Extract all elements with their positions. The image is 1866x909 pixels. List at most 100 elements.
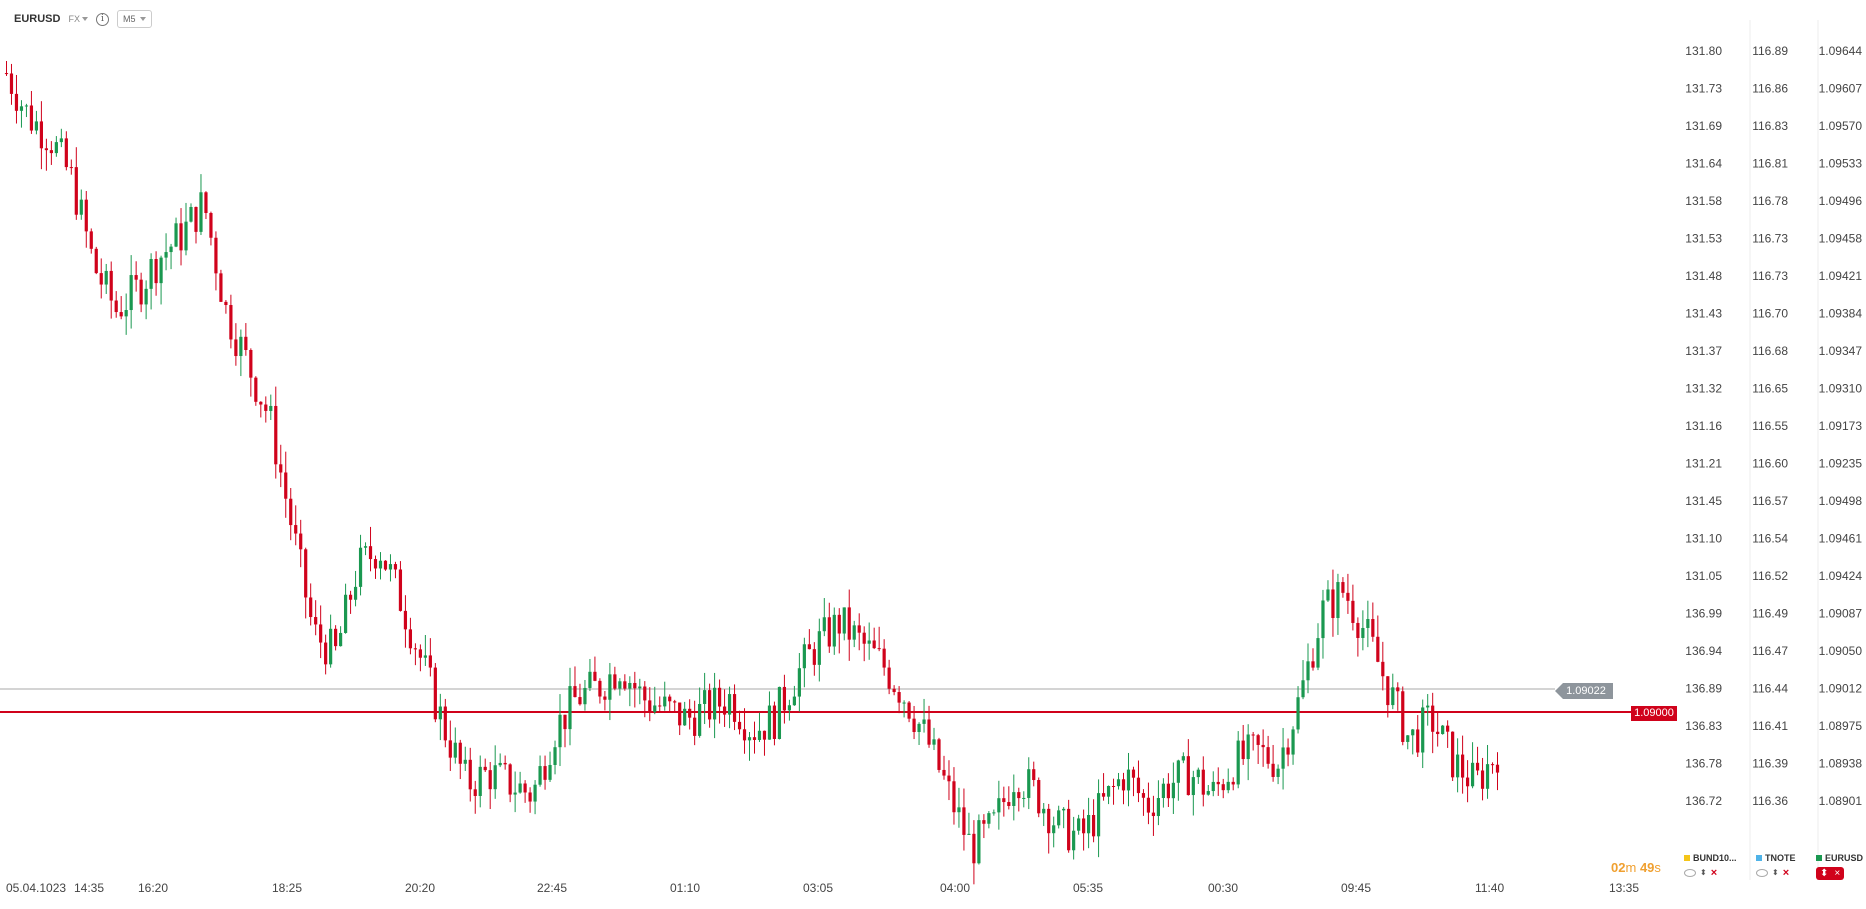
axis-tick-label: 131.21 [1685,457,1722,471]
candle-up [568,686,572,730]
candle-down [952,781,956,813]
candle-up [638,686,642,689]
candle-up [967,833,971,835]
axis-tick-label: 1.08938 [1819,757,1863,771]
axis-tick-label: 1.09050 [1819,644,1863,658]
candle-down [1091,814,1096,837]
candle-up [1057,810,1061,826]
axis-tick-label: 1.09461 [1819,532,1863,546]
candle-up [129,275,133,311]
candle-down [1067,808,1071,851]
info-icon[interactable]: i [95,12,109,26]
symbol-name[interactable]: EURUSD [14,13,61,25]
candle-down [742,729,747,741]
candle-up [1077,818,1081,831]
candle-up [1161,783,1165,799]
candle-down [633,682,637,689]
axis-tick-label: 116.65 [1752,382,1788,396]
axis-tick-label: 116.57 [1752,494,1788,508]
candle-down [114,300,118,313]
close-icon[interactable]: × [1710,867,1718,879]
candle-up [1366,619,1370,628]
candle-down [1461,754,1465,778]
close-icon[interactable]: × [1782,867,1790,879]
candle-down [418,649,422,658]
axis-tick-label: 131.43 [1685,307,1722,321]
candle-up [777,686,782,739]
market-selector[interactable]: FX [68,14,88,24]
candle-up [1296,697,1300,730]
candle-up [1281,747,1285,769]
candle-down [224,301,228,306]
axis-tick-label: 136.99 [1685,607,1722,621]
timeframe-selector[interactable]: M5 [116,10,153,28]
candle-down [443,706,447,741]
candle-down [448,740,452,758]
candle-down [319,624,323,643]
candle-down [772,705,777,739]
legend-bund: BUND10... ⬍ × [1684,853,1737,879]
candle-down [678,702,682,726]
candle-down [812,649,816,665]
candle-up [1406,735,1410,742]
candle-down [89,231,93,249]
candle-down [9,73,14,94]
candle-up [608,674,612,700]
axis-tick-label: 1.09087 [1819,607,1863,621]
candle-up [1226,781,1230,791]
candle-up [867,640,871,644]
chevron-down-icon [140,17,147,21]
candle-up [802,644,806,669]
candle-up [792,696,796,706]
candle-up [757,730,762,740]
axis-tick-label: 116.60 [1752,457,1788,471]
candle-up [1316,638,1320,668]
axis-tick-label: 1.09607 [1819,82,1863,96]
candle-up [787,705,791,711]
active-series-controls[interactable]: ⬍ × [1816,867,1845,880]
candle-down [623,681,627,689]
candle-up [498,762,502,766]
candle-up [902,702,906,704]
candle-down [99,273,103,285]
candle-down [49,150,53,154]
candle-down [897,692,901,703]
candle-down [458,742,462,764]
candle-down [717,687,722,707]
candle-up [1470,762,1475,787]
reorder-icon[interactable]: ⬍ [1820,868,1829,879]
candle-down [1446,725,1450,732]
candle-up [1027,769,1031,798]
candle-up [932,739,936,745]
candle-down [488,770,492,790]
close-icon[interactable]: × [1834,868,1841,879]
candle-down [299,533,303,550]
candle-down [289,498,293,526]
candle-down [673,701,677,703]
level-price-tag[interactable]: 1.09000 [1631,706,1677,721]
candle-up [1326,589,1330,601]
eye-icon[interactable] [1684,869,1696,877]
candle-down [1331,589,1335,619]
candle-down [872,640,876,649]
candle-up [239,336,243,357]
axis-tick-label: 1.09498 [1819,494,1863,508]
axis-tick-label: 116.83 [1752,119,1788,133]
eye-icon[interactable] [1756,869,1768,877]
candle-up [124,310,128,317]
candle-down [732,694,737,722]
axis-tick-label: 131.48 [1685,269,1722,283]
axis-tick-label: 1.09012 [1819,682,1863,696]
axis-tick-label: 1.09310 [1819,382,1863,396]
candle-down [348,594,353,600]
candle-down [1241,740,1245,760]
candle-down [1256,735,1260,745]
reorder-icon[interactable]: ⬍ [1772,868,1779,877]
candle-down [942,769,946,776]
reorder-icon[interactable]: ⬍ [1700,868,1707,877]
candle-down [413,648,417,650]
candle-down [74,167,78,215]
time-tick-label: 14:35 [74,881,104,895]
time-tick-label: 01:10 [670,881,700,895]
